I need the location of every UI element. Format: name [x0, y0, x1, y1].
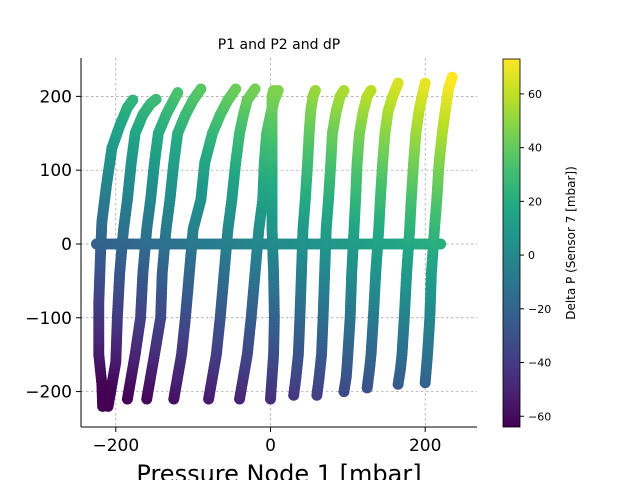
series-trace-13	[419, 71, 458, 389]
data-point	[309, 84, 321, 96]
colorbar-label: Delta P (Sensor 7 [mbar])	[564, 166, 578, 320]
series-trace-7	[264, 84, 280, 405]
data-point	[419, 77, 431, 89]
colorbar-tick-label-6: 60	[528, 88, 542, 101]
series-trace-9	[311, 84, 350, 401]
x-ticks: −200 0 200	[92, 427, 441, 456]
colorbar-tick-label-1: −40	[528, 357, 551, 370]
y-tick-label-0: −200	[25, 383, 72, 403]
series-trace-4	[168, 83, 242, 405]
y-tick-label-3: 100	[40, 161, 72, 181]
series-trace-10	[338, 84, 377, 398]
x-tick-label-1: 0	[265, 436, 276, 456]
y-ticks: −200 −100 0 100 200	[25, 87, 81, 403]
colorbar-tick-label-3: 0	[528, 249, 535, 262]
data-point	[446, 71, 458, 83]
data-point	[127, 94, 139, 106]
series-trace-1	[102, 93, 162, 412]
colorbar	[502, 58, 521, 428]
data-marks	[90, 71, 458, 412]
data-point	[365, 84, 377, 96]
data-point	[172, 87, 184, 99]
data-point	[150, 93, 162, 105]
series-trace-5	[203, 83, 261, 405]
series-trace-0	[93, 94, 139, 412]
colorbar-tick-label-2: −20	[528, 303, 551, 316]
chart-title: P1 and P2 and dP	[218, 37, 341, 53]
series-trace-2	[121, 87, 184, 405]
data-point	[230, 83, 242, 95]
colorbar-tick-label-0: −60	[528, 410, 551, 423]
x-axis-label: Pressure Node 1 [mbar]	[136, 460, 421, 480]
x-tick-label-2: 200	[409, 436, 441, 456]
series-trace-8	[288, 84, 321, 401]
x-tick-label-0: −200	[92, 436, 139, 456]
data-point	[268, 84, 280, 96]
series-trace-11	[361, 77, 404, 394]
y-tick-label-2: 0	[61, 235, 72, 255]
y-tick-label-1: −100	[25, 309, 72, 329]
series-trace-3	[141, 83, 207, 405]
series-trace-12	[392, 77, 431, 390]
y-tick-label-4: 200	[40, 87, 72, 107]
data-point	[392, 77, 404, 89]
colorbar-ticks: −60 −40 −20 0 20 40 60	[520, 88, 551, 423]
data-point	[249, 83, 261, 95]
data-point	[338, 84, 350, 96]
colorbar-tick-label-5: 40	[528, 142, 542, 155]
data-point	[195, 83, 207, 95]
colorbar-tick-label-4: 20	[528, 195, 542, 208]
